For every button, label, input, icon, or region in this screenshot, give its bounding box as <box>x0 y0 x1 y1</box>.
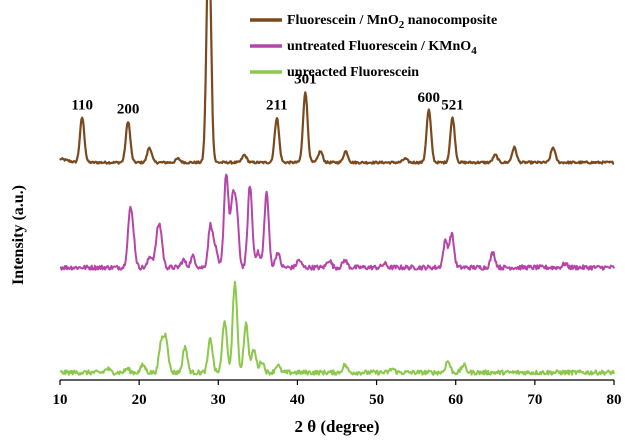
legend: Fluorescein / MnO2 nanocomposite untreate… <box>250 13 497 80</box>
x-tick-label: 60 <box>448 392 463 408</box>
peak-label: 521 <box>441 98 464 114</box>
x-tick-label: 70 <box>527 392 542 408</box>
peak-label: 211 <box>266 98 288 114</box>
peak-label: 600 <box>418 90 441 106</box>
x-tick-label: 40 <box>290 392 305 408</box>
x-axis-label: 2 θ (degree) <box>294 417 379 436</box>
peak-label: 110 <box>71 98 93 114</box>
series-line-3 <box>59 280 615 376</box>
x-tick-label: 80 <box>607 392 622 408</box>
tick-layer: 10 20 30 40 50 60 70 80 <box>53 380 622 408</box>
series-line-1 <box>59 0 615 165</box>
series-line-2 <box>59 173 615 271</box>
legend-label-3: unreacted Fluorescein <box>287 65 419 80</box>
x-tick-label: 20 <box>132 392 147 408</box>
legend-label-1: Fluorescein / MnO2 nanocomposite <box>287 13 497 31</box>
x-tick-label: 30 <box>211 392 226 408</box>
x-tick-label: 10 <box>53 392 68 408</box>
x-tick-label: 50 <box>369 392 384 408</box>
peak-label: 200 <box>117 101 140 117</box>
peak-label-layer: 110200310211301600521 <box>71 71 464 117</box>
series-layer <box>59 0 615 376</box>
peak-label: 301 <box>294 71 317 87</box>
y-axis-label: Intensity (a.u.) <box>10 185 27 285</box>
legend-label-2: untreated Fluorescein / KMnO4 <box>287 39 477 57</box>
